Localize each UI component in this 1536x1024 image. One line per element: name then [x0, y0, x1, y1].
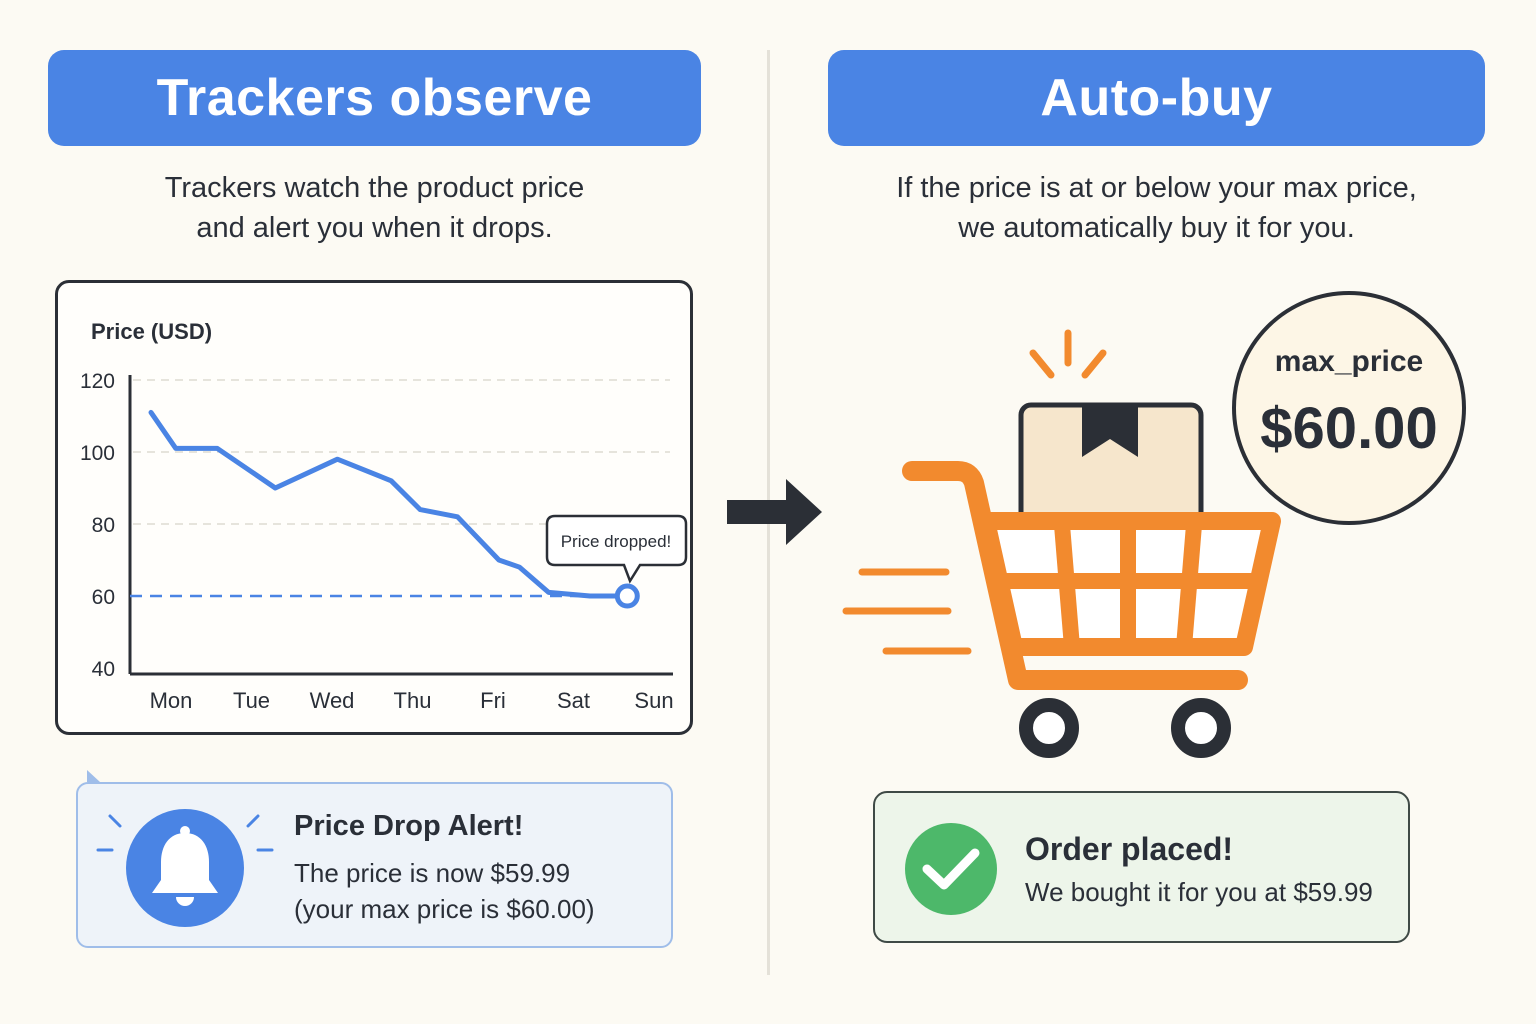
auto-buy-description-line-1: If the price is at or below your max pri… [896, 172, 1417, 204]
chart-x-ticks: Mon Tue Wed Thu Fri Sat Sun [150, 688, 674, 713]
alert-current-price: The price is now $59.99 [294, 858, 571, 888]
chart-x-tick-label: Sat [557, 688, 590, 713]
chart-y-axis-label: Price (USD) [91, 319, 212, 344]
chart-y-ticks: 120 100 80 60 40 [80, 370, 115, 681]
price-line-chart: Price (USD) 120 100 80 60 40 Mon Tue Wed Thu Fri… [80, 319, 688, 713]
bell-icon [96, 809, 274, 927]
trackers-description-line-1: Trackers watch the product price [164, 172, 585, 204]
auto-buy-description-line-2: we automatically buy it for you. [958, 212, 1355, 244]
trackers-observe-header: Trackers observe [48, 50, 701, 146]
price-dropped-label: Price dropped! [561, 532, 672, 551]
chart-y-tick-label: 60 [92, 586, 115, 609]
price-chart-card: Price (USD) 120 100 80 60 40 Mon Tue Wed Thu Fri… [55, 280, 693, 735]
alert-title: Price Drop Alert! [294, 810, 524, 842]
chart-y-tick-label: 40 [92, 658, 115, 681]
package-box-icon [1018, 402, 1204, 528]
order-placed-card: Order placed! We bought it for you at $5… [873, 791, 1410, 943]
shopping-cart-icon [842, 329, 1281, 758]
chart-x-tick-label: Fri [480, 688, 506, 713]
check-icon [905, 823, 997, 915]
price-dropped-callout: Price dropped! [545, 514, 688, 584]
price-series-line [148, 409, 630, 599]
arrow-right-icon [727, 479, 822, 545]
alert-max-price: (your max price is $60.00) [294, 894, 595, 924]
chart-x-tick-label: Thu [394, 688, 432, 713]
price-drop-alert-card: Price Drop Alert! The price is now $59.9… [76, 782, 673, 948]
max-price-value: $60.00 [1260, 396, 1438, 461]
chart-y-tick-label: 120 [80, 370, 115, 393]
trackers-description: Trackers watch the product price and ale… [48, 168, 701, 248]
current-price-point [614, 583, 640, 609]
chart-x-tick-label: Wed [310, 688, 355, 713]
auto-buy-header: Auto-buy [828, 50, 1485, 146]
chart-x-tick-label: Tue [233, 688, 270, 713]
chart-y-tick-label: 80 [92, 514, 115, 537]
chart-y-tick-label: 100 [80, 442, 115, 465]
auto-buy-description: If the price is at or below your max pri… [828, 168, 1485, 248]
max-price-badge: max_price $60.00 [1232, 291, 1466, 525]
chart-x-tick-label: Mon [150, 688, 193, 713]
chart-gridlines [133, 379, 670, 525]
chart-x-tick-label: Sun [634, 688, 673, 713]
max-price-label: max_price [1274, 345, 1424, 378]
order-title: Order placed! [1025, 831, 1234, 867]
alert-tail [87, 770, 100, 782]
trackers-description-line-2: and alert you when it drops. [196, 212, 553, 244]
order-detail: We bought it for you at $59.99 [1025, 877, 1373, 907]
